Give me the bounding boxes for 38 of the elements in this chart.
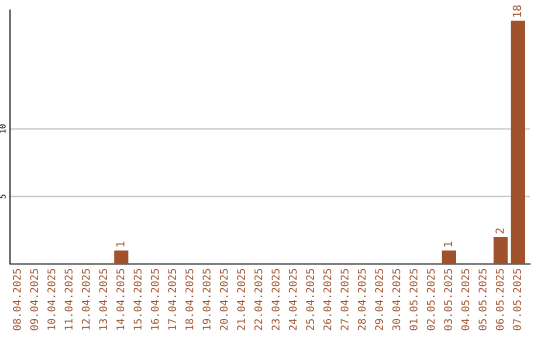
x-tick-label: 01.05.2025 — [410, 269, 418, 330]
x-tick-label: 07.05.2025 — [513, 269, 521, 330]
x-tick-label: 28.04.2025 — [358, 269, 366, 330]
x-tick-label: 23.04.2025 — [272, 269, 280, 330]
bar — [510, 20, 525, 264]
bar — [114, 250, 128, 264]
x-tick-label: 09.04.2025 — [30, 269, 38, 330]
x-tick-label: 08.04.2025 — [12, 269, 21, 330]
x-tick-label: 24.04.2025 — [288, 269, 297, 330]
bar — [494, 236, 508, 264]
x-tick-label: 04.05.2025 — [461, 269, 470, 330]
x-tick-label: 13.04.2025 — [99, 269, 108, 330]
x-tick-label: 19.04.2025 — [202, 269, 211, 330]
x-tick-label: 26.04.2025 — [323, 269, 332, 330]
x-tick-label: 06.05.2025 — [496, 269, 504, 330]
x-tick-label: 12.04.2025 — [82, 269, 90, 330]
x-tick-label: 22.04.2025 — [254, 269, 262, 330]
x-tick-label: 18.04.2025 — [185, 269, 194, 330]
x-tick-label: 27.04.2025 — [340, 269, 349, 330]
data-label: 1 — [116, 242, 124, 246]
x-tick-label: 20.04.2025 — [220, 269, 228, 330]
x-tick-label: 17.04.2025 — [168, 269, 176, 330]
x-tick-label: 29.04.2025 — [375, 269, 383, 330]
x-tick-label: 03.05.2025 — [444, 269, 452, 330]
x-tick-label: 16.04.2025 — [150, 269, 159, 330]
bar — [442, 250, 456, 264]
x-tick-label: 30.04.2025 — [392, 269, 400, 330]
x-tick-label: 14.04.2025 — [116, 269, 124, 330]
x-tick-label: 05.05.2025 — [478, 269, 486, 330]
data-label: 18 — [512, 5, 522, 17]
x-tick-label: 25.04.2025 — [306, 269, 314, 330]
x-tick-label: 11.04.2025 — [64, 269, 73, 330]
x-tick-label: 10.04.2025 — [47, 269, 56, 330]
data-label: 2 — [496, 228, 504, 234]
x-tick-label: 21.04.2025 — [237, 269, 246, 330]
x-tick-label: 02.05.2025 — [426, 269, 435, 330]
x-tick-label: 15.04.2025 — [134, 269, 142, 330]
data-label: 1 — [444, 242, 452, 246]
